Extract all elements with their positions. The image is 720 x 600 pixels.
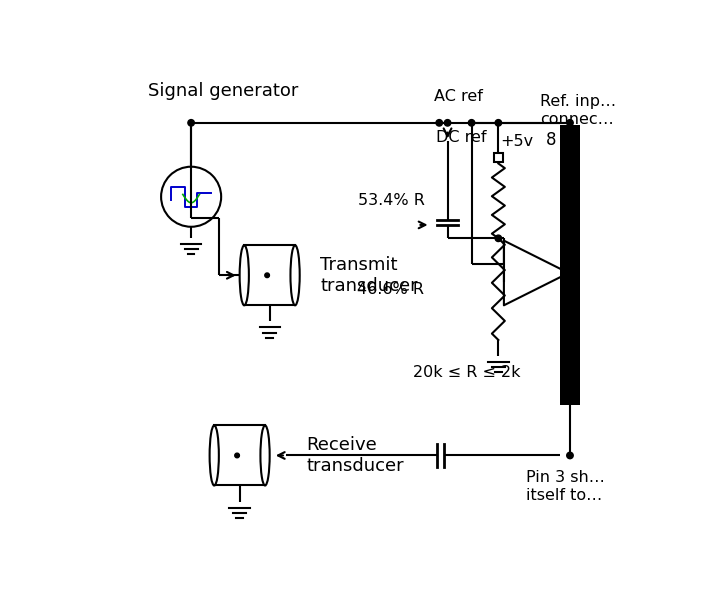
Circle shape	[444, 119, 451, 126]
Text: AC ref: AC ref	[433, 89, 482, 104]
Circle shape	[188, 119, 194, 126]
Ellipse shape	[290, 245, 300, 305]
Text: 20k ≤ R ≤ 2k: 20k ≤ R ≤ 2k	[413, 365, 521, 380]
Text: Signal generator: Signal generator	[148, 82, 299, 100]
Ellipse shape	[261, 425, 270, 485]
Circle shape	[495, 119, 502, 126]
Text: Ref. inp…
connec…: Ref. inp… connec…	[540, 94, 616, 127]
Text: 8: 8	[545, 131, 556, 149]
Circle shape	[436, 119, 443, 126]
Circle shape	[265, 273, 269, 278]
Circle shape	[567, 452, 573, 458]
Circle shape	[235, 453, 240, 458]
Circle shape	[567, 119, 573, 126]
Bar	[559, 125, 580, 404]
Bar	[494, 154, 503, 161]
Text: +5v: +5v	[500, 134, 534, 149]
Text: DC ref: DC ref	[436, 130, 487, 145]
Text: Receive
transducer: Receive transducer	[307, 436, 404, 475]
Text: Transmit
transducer: Transmit transducer	[320, 256, 418, 295]
Circle shape	[468, 119, 474, 126]
Text: Pin 3 sh…
itself to…: Pin 3 sh… itself to…	[526, 470, 605, 503]
Text: 46.6% R: 46.6% R	[357, 281, 425, 296]
Circle shape	[495, 235, 502, 242]
Text: 53.4% R: 53.4% R	[358, 193, 425, 208]
